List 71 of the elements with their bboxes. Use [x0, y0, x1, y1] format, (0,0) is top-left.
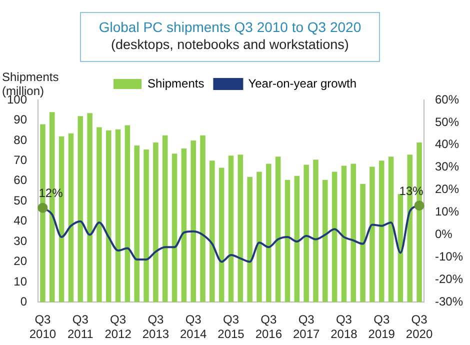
bar [247, 176, 252, 302]
x-tick-label: Q3 2011 [67, 312, 94, 342]
bar [360, 184, 366, 302]
bar [379, 160, 384, 302]
bar [96, 127, 102, 302]
bar [210, 160, 215, 302]
bar [304, 164, 309, 302]
bar [134, 145, 140, 302]
x-tick-label: Q3 2013 [142, 312, 170, 342]
bar [350, 164, 356, 302]
y2-tick-label: -10% [434, 250, 464, 264]
y-tick-label: 60 [14, 173, 28, 188]
bar [256, 172, 262, 302]
y2-tick-label: 40% [434, 137, 460, 152]
bar [181, 148, 187, 302]
chart-title: Global PC shipments Q3 2010 to Q3 2020 [98, 18, 362, 36]
y-tick-label: 80 [14, 132, 28, 147]
x-tick-label: Q3 2012 [104, 312, 132, 342]
bar [78, 116, 84, 302]
legend-label: Year-on-year growth [248, 76, 356, 90]
bar [332, 172, 338, 302]
x-tick-label: Q3 2020 [406, 312, 433, 342]
legend-label: Shipments [148, 76, 204, 90]
bar [341, 166, 347, 302]
x-tick-label: Q3 2019 [368, 312, 396, 342]
bar [388, 156, 394, 302]
x-tick-label: Q3 2018 [330, 312, 358, 342]
x-tick-label: Q3 2017 [292, 312, 320, 342]
y2-tick-label: 60% [434, 92, 460, 106]
bar [68, 133, 74, 302]
chart-subtitle: (desktops, notebooks and workstations) [110, 36, 350, 54]
bar [124, 125, 130, 302]
y2-tick-label: 30% [434, 160, 460, 174]
y2-tick-label: 50% [434, 114, 460, 129]
bar [190, 140, 196, 302]
bar [153, 142, 158, 302]
bar [228, 156, 234, 302]
bar [238, 154, 244, 302]
x-tick-label: Q3 2015 [218, 312, 245, 342]
bar [266, 164, 272, 302]
bar [284, 180, 290, 302]
y2-tick-label: -30% [434, 294, 464, 309]
bar [294, 176, 300, 302]
y-tick-label: 40 [14, 214, 28, 228]
bar [144, 150, 149, 302]
bar [275, 156, 281, 302]
y-tick-label: 70 [14, 152, 28, 167]
bar [172, 154, 178, 302]
y-tick-label: 10 [14, 274, 28, 288]
y2-tick-label: 0% [434, 227, 453, 242]
y-tick-label: 30 [14, 234, 28, 248]
y-tick-label: 50 [14, 193, 28, 208]
bar [115, 129, 121, 302]
bar [87, 113, 92, 302]
bar [162, 135, 168, 302]
y-tick-label: 0 [20, 294, 28, 309]
x-tick-label: Q3 2014 [180, 312, 208, 342]
y2-tick-label: 10% [434, 204, 460, 219]
x-tick-label: Q3 2016 [255, 312, 282, 342]
y2-tick-label: 20% [434, 182, 460, 196]
y-tick-label: 90 [14, 112, 28, 127]
bar [398, 194, 404, 302]
bar [200, 135, 206, 302]
x-tick-label: Q3 2010 [29, 312, 56, 342]
bar [218, 168, 224, 302]
bar [313, 160, 318, 302]
bar [322, 180, 328, 302]
y2-tick-label: -20% [434, 272, 464, 286]
y-tick-label: 20 [14, 254, 28, 268]
bar [106, 130, 112, 302]
bar [370, 166, 375, 302]
